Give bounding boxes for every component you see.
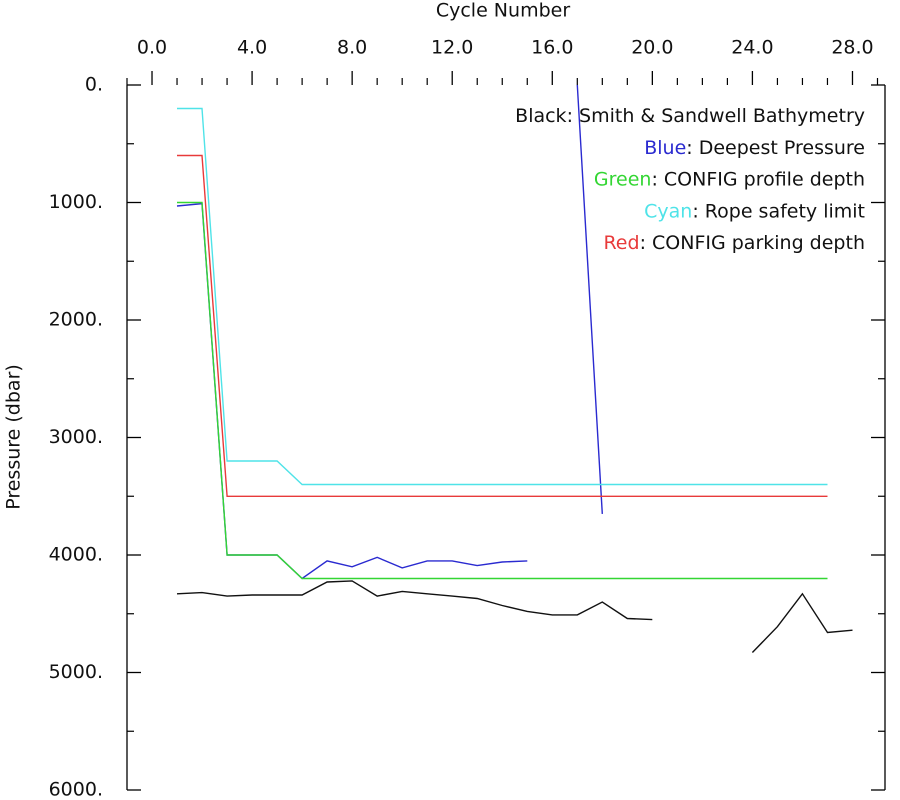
legend-label: CONFIG profile depth [664,168,865,190]
legend-color-word: Blue [644,136,686,158]
y-tick-label: 1000. [49,191,103,213]
legend-color-word: Red [603,232,639,254]
x-tick-label: 12.0 [431,37,473,59]
series-line [177,201,828,580]
y-tick-label: 2000. [49,309,103,331]
legend-entry: Black: Smith & Sandwell Bathymetry [515,105,865,127]
series-line [177,107,828,486]
x-tick-label: 20.0 [631,37,673,59]
legend-separator: : [651,168,663,190]
legend-separator: : [567,105,579,127]
legend-color-word: Black [515,105,566,127]
y-axis-title: Pressure (dbar) [3,364,25,510]
x-tick-label: 8.0 [337,37,367,59]
legend-separator: : [640,232,652,254]
y-tick-label: 3000. [49,426,103,448]
legend-entry: Red: CONFIG parking depth [603,232,865,254]
legend-entry: Green: CONFIG profile depth [594,168,865,190]
series-line [176,85,603,580]
series-line [177,154,828,497]
plot-area [176,85,853,653]
legend-separator: : [692,200,704,222]
legend-entry: Cyan: Rope safety limit [644,200,865,222]
x-tick-label: 4.0 [237,37,267,59]
x-tick-label: 0.0 [137,37,167,59]
legend-color-word: Green [594,168,652,190]
legend-label: Rope safety limit [705,200,865,222]
y-tick-label: 4000. [49,544,103,566]
legend-label: Deepest Pressure [699,136,865,158]
x-tick-label: 28.0 [831,37,873,59]
x-tick-label: 24.0 [731,37,773,59]
legend-entry: Blue: Deepest Pressure [644,136,865,158]
legend-color-word: Cyan [644,200,692,222]
x-axis-title: Cycle Number [436,0,570,22]
y-tick-label: 5000. [49,661,103,683]
legend-label: CONFIG parking depth [652,232,865,254]
legend-separator: : [686,136,698,158]
y-tick-label: 6000. [49,779,103,800]
y-tick-label: 0. [85,74,103,96]
series-line [176,580,853,653]
legend-label: Smith & Sandwell Bathymetry [579,105,865,127]
x-tick-label: 16.0 [531,37,573,59]
